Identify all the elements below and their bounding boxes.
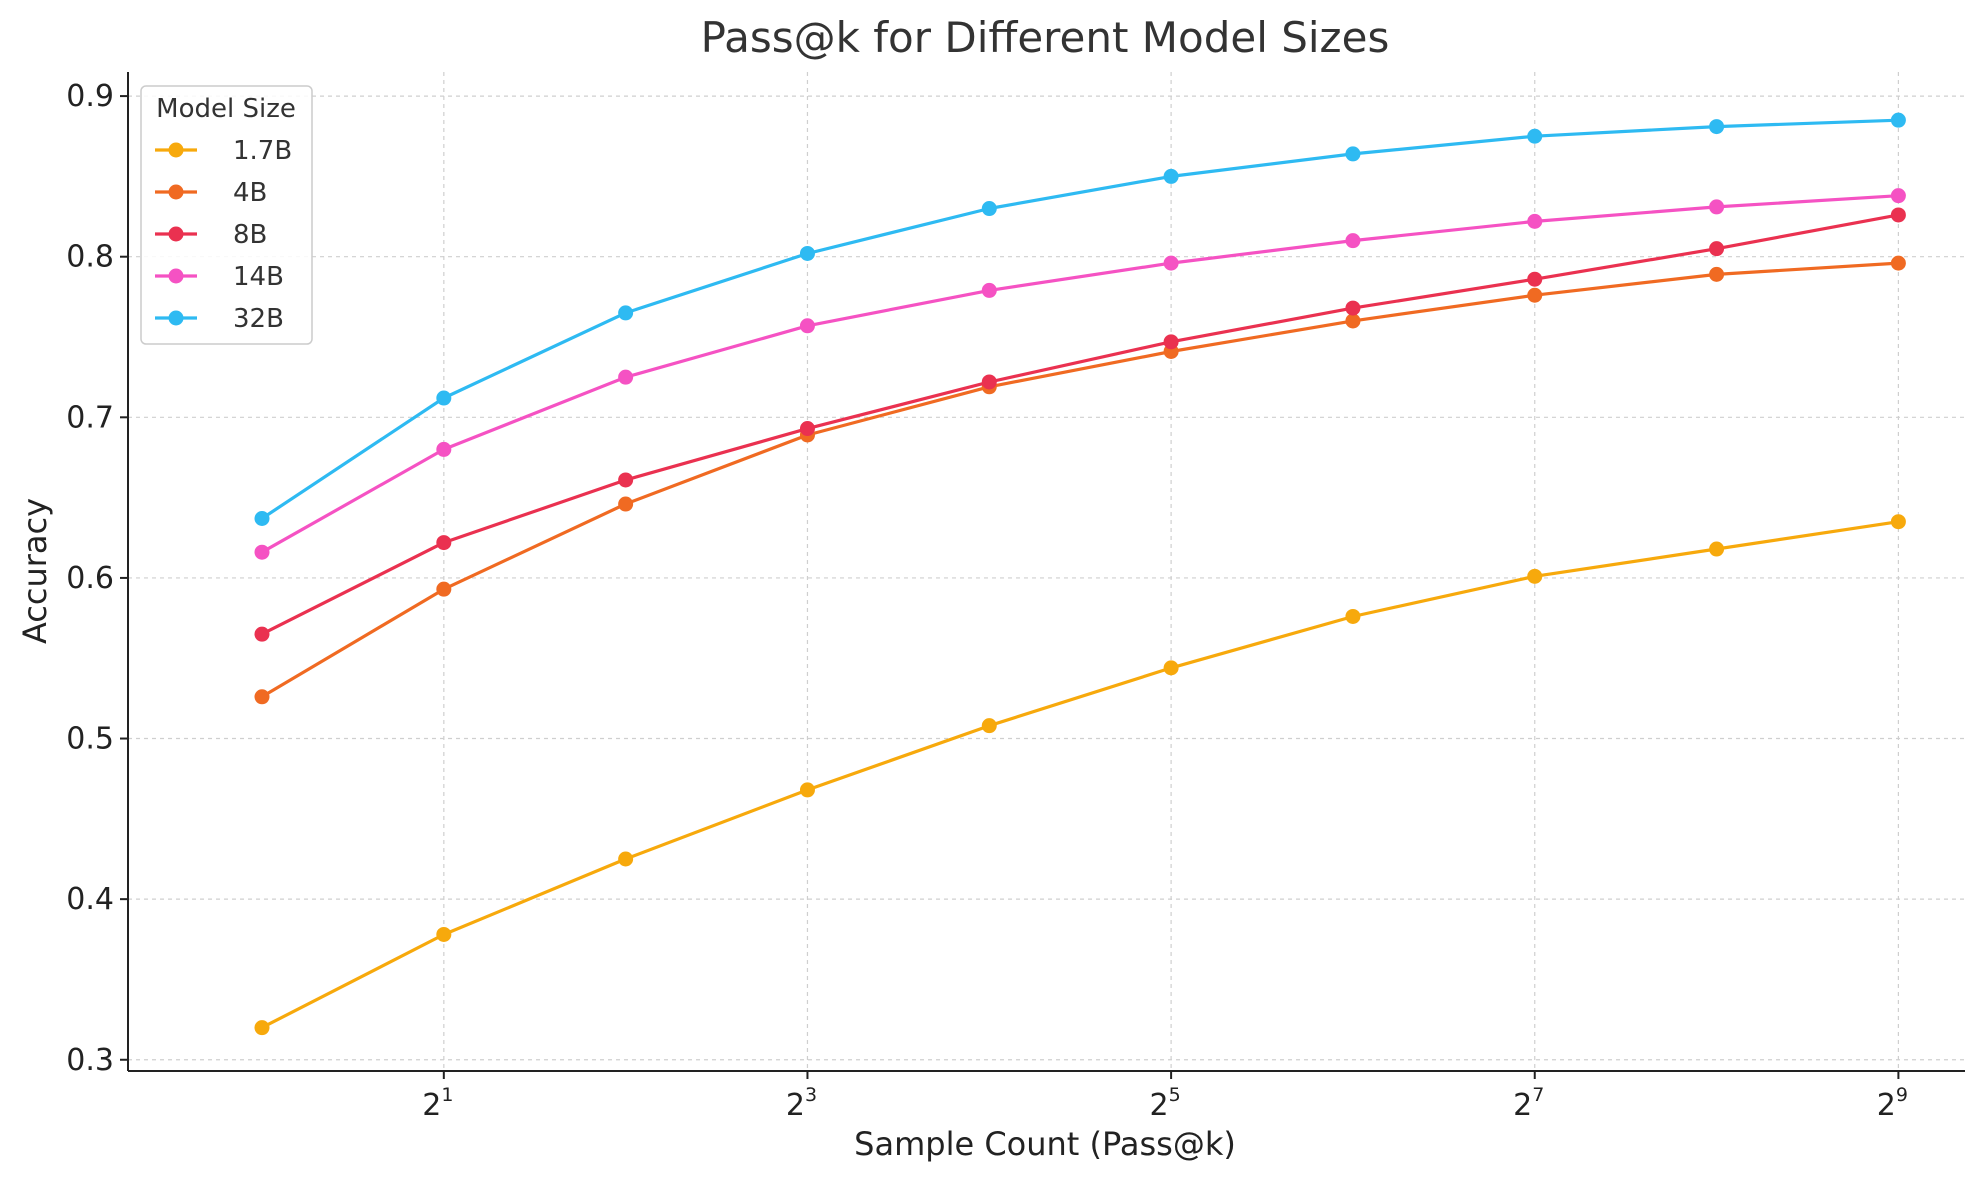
x-axis-title: Sample Count (Pass@k) bbox=[854, 1125, 1236, 1163]
data-point bbox=[799, 421, 815, 437]
data-point bbox=[618, 472, 634, 488]
y-tick-label: 0.8 bbox=[66, 240, 114, 275]
data-point bbox=[1163, 255, 1179, 271]
legend-marker bbox=[168, 184, 184, 200]
y-axis-ticks: 0.3 0.4 0.5 0.6 0.7 0.8 0.9 bbox=[66, 79, 128, 1078]
legend-item: 4B bbox=[155, 178, 267, 208]
data-point bbox=[254, 689, 270, 705]
data-point bbox=[1890, 514, 1906, 530]
data-point bbox=[618, 851, 634, 867]
legend-label: 4B bbox=[233, 178, 267, 208]
data-point bbox=[1709, 541, 1725, 557]
data-point bbox=[436, 441, 452, 457]
legend-label: 14B bbox=[233, 262, 284, 292]
series-1.7B bbox=[254, 514, 1906, 1036]
series-8B bbox=[254, 207, 1906, 642]
x-tick-label: 21 bbox=[422, 1084, 453, 1123]
legend-title: Model Size bbox=[156, 94, 296, 124]
series-4B bbox=[254, 255, 1906, 705]
data-point bbox=[618, 496, 634, 512]
data-point bbox=[254, 544, 270, 560]
data-point bbox=[1345, 300, 1361, 316]
data-point bbox=[1890, 207, 1906, 223]
legend-marker bbox=[168, 268, 184, 284]
data-point bbox=[799, 245, 815, 261]
data-point bbox=[1527, 213, 1543, 229]
data-point bbox=[1345, 233, 1361, 249]
data-point bbox=[1890, 188, 1906, 204]
series-line bbox=[261, 213, 1899, 636]
grid-lines bbox=[128, 72, 1965, 1071]
y-tick-label: 0.7 bbox=[66, 400, 114, 435]
y-tick-label: 0.4 bbox=[66, 882, 114, 917]
legend-marker bbox=[168, 142, 184, 158]
legend-marker bbox=[168, 226, 184, 242]
y-tick-label: 0.6 bbox=[66, 561, 114, 596]
series-line bbox=[261, 194, 1899, 554]
data-point bbox=[799, 318, 815, 334]
legend-item: 14B bbox=[155, 262, 284, 292]
data-point bbox=[1527, 128, 1543, 144]
y-tick-label: 0.5 bbox=[66, 722, 114, 757]
legend: Model Size 1.7B 4B 8B 14B 32B bbox=[140, 85, 313, 345]
data-point bbox=[1163, 334, 1179, 350]
legend-label: 8B bbox=[233, 220, 267, 250]
data-point bbox=[254, 1020, 270, 1036]
data-point bbox=[1345, 313, 1361, 329]
data-point bbox=[981, 374, 997, 390]
legend-item: 32B bbox=[155, 304, 284, 334]
x-tick-label: 23 bbox=[786, 1084, 817, 1123]
legend-items: 1.7B 4B 8B 14B 32B bbox=[155, 136, 292, 334]
series-line bbox=[261, 261, 1899, 699]
data-point bbox=[436, 926, 452, 942]
data-point bbox=[981, 718, 997, 734]
legend-label: 32B bbox=[233, 304, 284, 334]
legend-label: 1.7B bbox=[233, 136, 292, 166]
data-point bbox=[981, 201, 997, 217]
data-point bbox=[1709, 266, 1725, 282]
data-point bbox=[254, 510, 270, 526]
legend-item: 1.7B bbox=[155, 136, 292, 166]
data-point bbox=[1527, 568, 1543, 584]
data-point bbox=[1163, 168, 1179, 184]
data-point bbox=[436, 535, 452, 551]
legend-box bbox=[140, 85, 313, 345]
legend-item: 8B bbox=[155, 220, 267, 250]
data-point bbox=[436, 390, 452, 406]
x-tick-label: 29 bbox=[1877, 1084, 1908, 1123]
y-tick-label: 0.9 bbox=[66, 79, 114, 114]
data-point bbox=[1527, 271, 1543, 287]
data-point bbox=[618, 369, 634, 385]
chart-title: Pass@k for Different Model Sizes bbox=[701, 13, 1390, 62]
axes bbox=[127, 72, 1965, 1072]
data-point bbox=[254, 626, 270, 642]
data-point bbox=[1890, 255, 1906, 271]
data-point bbox=[799, 782, 815, 798]
data-point bbox=[1709, 119, 1725, 135]
series-line bbox=[261, 118, 1899, 520]
data-point bbox=[1890, 112, 1906, 128]
x-tick-label: 27 bbox=[1513, 1084, 1544, 1123]
y-axis-title: Accuracy bbox=[16, 498, 54, 644]
data-point bbox=[436, 581, 452, 597]
x-axis-ticks: 21 23 25 27 29 bbox=[422, 1071, 1908, 1123]
series-lines bbox=[254, 112, 1906, 1036]
data-point bbox=[1345, 608, 1361, 624]
data-point bbox=[1163, 660, 1179, 676]
data-point bbox=[1527, 287, 1543, 303]
data-point bbox=[981, 282, 997, 298]
data-point bbox=[1345, 146, 1361, 162]
series-line bbox=[261, 520, 1899, 1030]
data-point bbox=[1709, 241, 1725, 257]
series-32B bbox=[254, 112, 1906, 526]
series-14B bbox=[254, 188, 1906, 560]
data-point bbox=[618, 305, 634, 321]
y-tick-label: 0.3 bbox=[66, 1043, 114, 1078]
data-point bbox=[1709, 199, 1725, 215]
legend-marker bbox=[168, 310, 184, 326]
x-tick-label: 25 bbox=[1150, 1084, 1181, 1123]
